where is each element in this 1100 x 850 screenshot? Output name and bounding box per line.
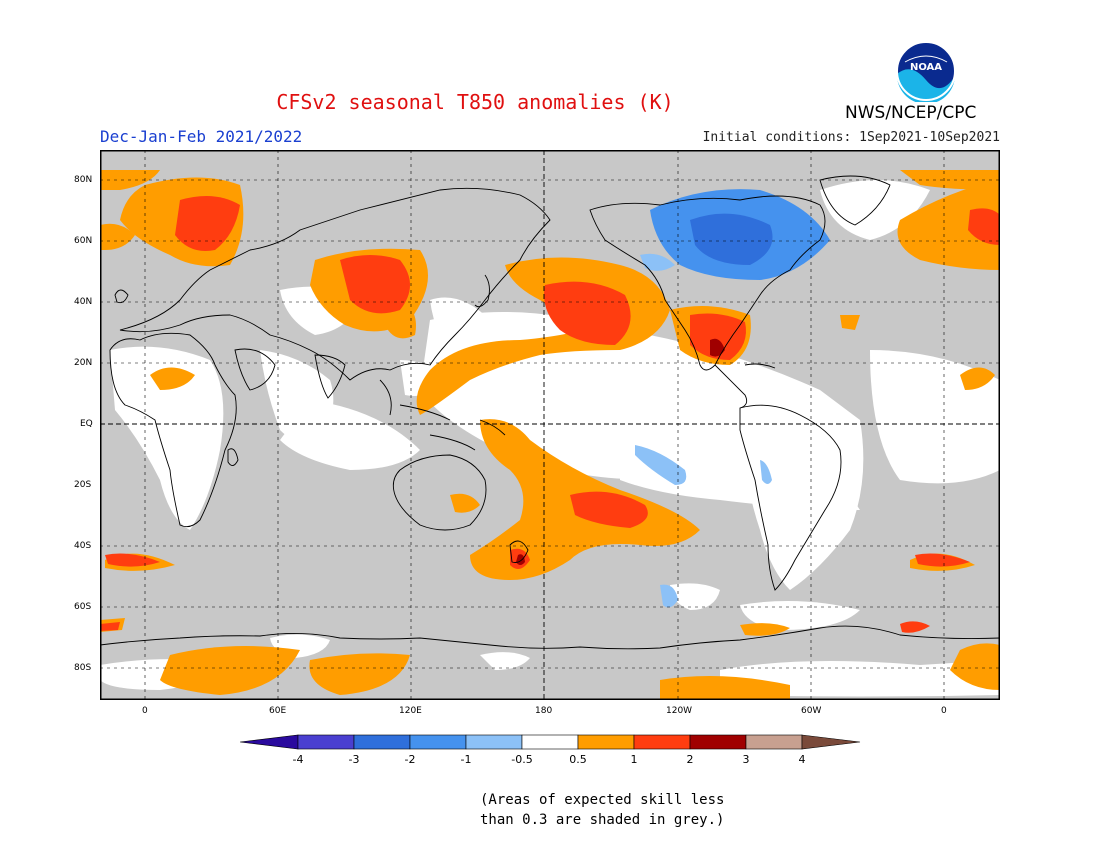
lat-label: 80N xyxy=(74,175,93,185)
colorbar-label: 1 xyxy=(630,753,638,766)
anomaly-map xyxy=(100,150,1000,700)
skill-note-line1: (Areas of expected skill less xyxy=(480,792,725,808)
colorbar-label: 0.5 xyxy=(569,753,587,766)
lat-label: 20N xyxy=(74,358,93,368)
skill-note-line2: than 0.3 are shaded in grey.) xyxy=(480,812,725,828)
lat-label: 20S xyxy=(74,480,92,490)
colorbar-segment xyxy=(577,734,635,750)
warm-anomaly-1-2 xyxy=(100,196,1000,633)
lat-label: 60N xyxy=(74,236,93,246)
lon-label: 120W xyxy=(666,706,693,716)
skill-note: (Areas of expected skill less than 0.3 a… xyxy=(480,790,740,830)
map-frame xyxy=(100,150,1000,700)
colorbar-segment xyxy=(689,734,747,750)
colorbar-label: -4 xyxy=(292,753,304,766)
colorbar-segment xyxy=(353,734,411,750)
lat-label: 40S xyxy=(74,541,92,551)
lat-label: 80S xyxy=(74,663,92,673)
colorbar-label: -1 xyxy=(460,753,472,766)
map-title: CFSv2 seasonal T850 anomalies (K) xyxy=(0,90,1100,114)
lat-label: 40N xyxy=(74,297,93,307)
graticule xyxy=(100,150,1000,700)
equator-and-dateline xyxy=(100,150,1000,700)
map-title-text: CFSv2 seasonal T850 anomalies (K) xyxy=(276,90,674,114)
noaa-logo: NOAA xyxy=(896,41,956,102)
cool-anomalies xyxy=(635,189,830,608)
near-normal-regions xyxy=(100,180,1000,697)
colorbar-segment xyxy=(465,734,523,750)
initial-conditions: Initial conditions: 1Sep2021-10Sep2021 xyxy=(702,130,1000,145)
colorbar-label: -2 xyxy=(404,753,416,766)
agency-label: NWS/NCEP/CPC xyxy=(845,103,977,123)
noaa-logo-text: NOAA xyxy=(910,62,942,73)
lat-label: 60S xyxy=(74,602,92,612)
coastlines xyxy=(100,175,1000,650)
lon-label: 0 xyxy=(142,706,148,716)
colorbar-segment xyxy=(240,734,299,750)
colorbar-segment xyxy=(409,734,467,750)
lon-label: 180 xyxy=(535,706,553,716)
colorbar xyxy=(240,734,861,750)
lon-label: 60W xyxy=(801,706,822,716)
colorbar-segment xyxy=(521,734,579,750)
colorbar-label: 3 xyxy=(742,753,750,766)
lat-label: EQ xyxy=(80,419,93,429)
forecast-period: Dec-Jan-Feb 2021/2022 xyxy=(100,127,303,146)
lon-label: 0 xyxy=(941,706,947,716)
colorbar-segment xyxy=(745,734,803,750)
colorbar-label: 2 xyxy=(686,753,694,766)
colorbar-label: -3 xyxy=(348,753,360,766)
colorbar-label: 4 xyxy=(798,753,806,766)
colorbar-segment xyxy=(801,734,861,750)
colorbar-label: -0.5 xyxy=(511,753,533,766)
lon-label: 120E xyxy=(399,706,422,716)
lon-label: 60E xyxy=(269,706,287,716)
colorbar-segment xyxy=(297,734,355,750)
colorbar-segment xyxy=(633,734,691,750)
